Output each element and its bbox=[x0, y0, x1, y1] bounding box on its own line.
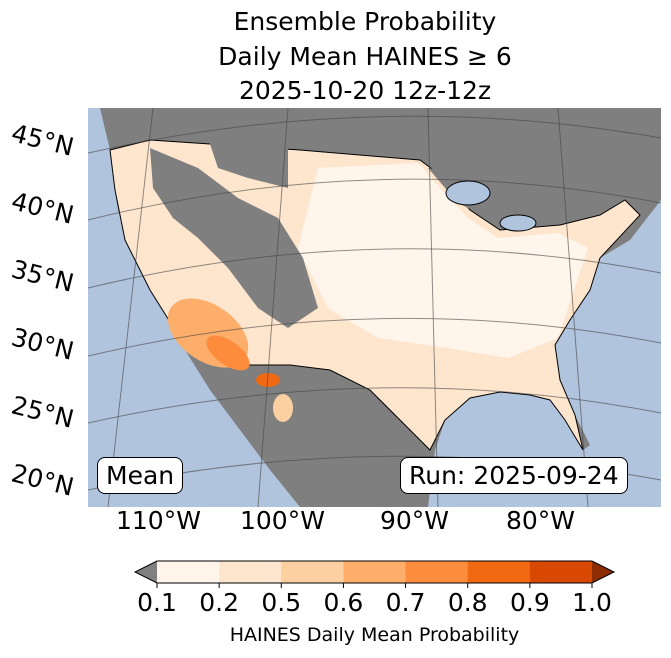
lat-label-40: 40°N bbox=[8, 186, 77, 230]
colorbar-label: HAINES Daily Mean Probability bbox=[229, 624, 520, 646]
colorbar-tick-label: 0.7 bbox=[385, 588, 426, 617]
colorbar-bin bbox=[405, 561, 469, 583]
run-label: Run: 2025-09-24 bbox=[400, 457, 628, 494]
lat-label-30: 30°N bbox=[8, 322, 77, 366]
lon-label-80: 80°W bbox=[506, 506, 576, 535]
map bbox=[88, 108, 661, 507]
colorbar-tick-label: 0.9 bbox=[509, 588, 550, 617]
lon-label-100: 100°W bbox=[240, 506, 325, 535]
colorbar-bin bbox=[343, 561, 407, 583]
colorbar-bin bbox=[529, 561, 593, 583]
lon-label-110: 110°W bbox=[116, 506, 201, 535]
lat-label-20: 20°N bbox=[8, 458, 77, 502]
colorbar-tick-label: 0.1 bbox=[137, 588, 177, 617]
colorbar-over bbox=[592, 561, 614, 583]
colorbar-under bbox=[135, 561, 157, 583]
colorbar-tick-label: 0.2 bbox=[199, 588, 240, 617]
low-prob-region bbox=[298, 163, 588, 358]
title-line3: 2025-10-20 12z-12z bbox=[238, 76, 492, 105]
lat-label-35: 35°N bbox=[8, 254, 77, 298]
lat-label-45: 45°N bbox=[8, 118, 77, 162]
colorbar-bin bbox=[467, 561, 531, 583]
colorbar-bin bbox=[281, 561, 344, 583]
colorbar-bin bbox=[157, 561, 220, 583]
gray-west bbox=[150, 148, 318, 328]
colorbar bbox=[133, 560, 616, 588]
title-line2: Daily Mean HAINES ≥ 6 bbox=[218, 42, 512, 71]
lat-label-25: 25°N bbox=[8, 390, 77, 434]
gray-north bbox=[208, 138, 288, 188]
great-lake bbox=[445, 180, 491, 206]
lon-label-90: 90°W bbox=[380, 506, 450, 535]
gridlines bbox=[88, 108, 661, 507]
great-lake bbox=[499, 214, 537, 232]
colorbar-bin bbox=[219, 561, 282, 583]
title-line1: Ensemble Probability bbox=[233, 7, 497, 36]
colorbar-tick-label: 0.6 bbox=[323, 588, 364, 617]
mean-label: Mean bbox=[97, 457, 184, 494]
colorbar-tick-label: 0.8 bbox=[447, 588, 488, 617]
colorbar-tick-label: 0.5 bbox=[261, 588, 302, 617]
high-prob-texas bbox=[273, 394, 293, 422]
colorbar-tick-label: 1.0 bbox=[572, 588, 612, 617]
high-prob-core bbox=[206, 335, 250, 371]
